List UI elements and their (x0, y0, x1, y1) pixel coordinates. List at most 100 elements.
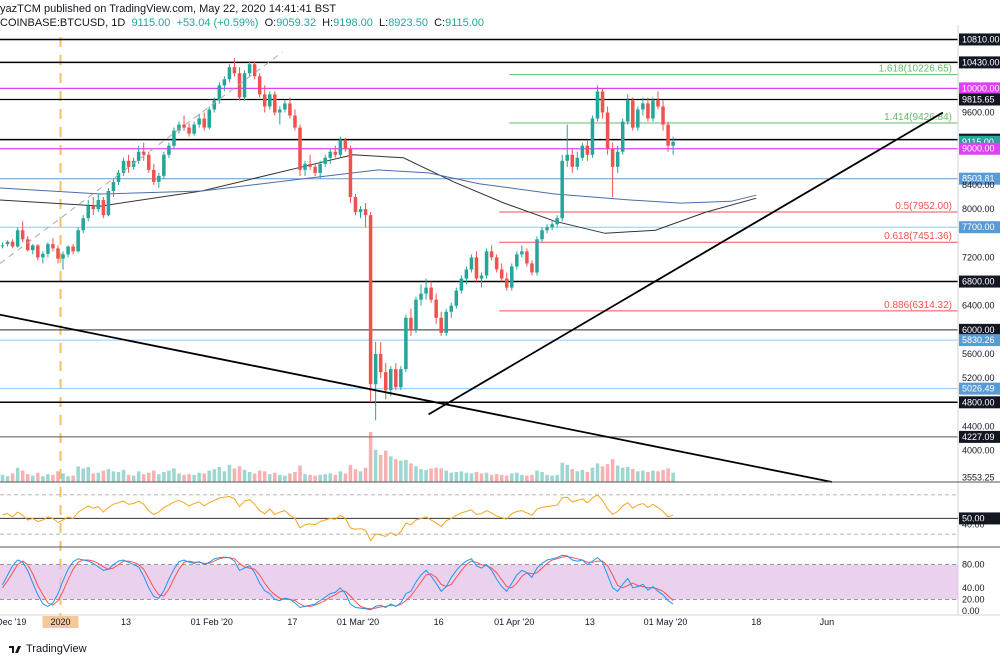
volume-bar (388, 456, 393, 482)
volume-bar (86, 467, 91, 482)
stoch-axis-label: 40.00 (962, 583, 985, 593)
price-tag: 10430.00 (962, 57, 1000, 67)
candle-body (76, 230, 80, 252)
candle-body (580, 145, 585, 158)
candle-body (146, 154, 151, 170)
candle-body (86, 206, 91, 219)
candle-body (227, 67, 232, 80)
trendline (0, 51, 283, 264)
time-axis-label: 01 Apr '20 (494, 617, 534, 627)
close-value: 9115.00 (445, 17, 485, 29)
candle-body (419, 293, 423, 300)
time-axis-label: 16 (434, 617, 444, 627)
volume-bar (636, 471, 640, 482)
volume-bar (414, 466, 418, 482)
volume-bar (520, 474, 524, 482)
volume-bar (141, 474, 146, 482)
rsi-axis-label: 40.00 (962, 520, 985, 530)
volume-bar (620, 467, 625, 482)
low-value: 8923.50 (388, 17, 428, 29)
volume-bar (585, 472, 590, 482)
candle-body (585, 145, 590, 155)
volume-bar (424, 469, 428, 482)
volume-bar (504, 475, 509, 482)
candle-body (162, 154, 166, 176)
volume-bar (61, 473, 65, 482)
candle-body (81, 218, 85, 231)
volume-bar (288, 473, 292, 482)
candle-body (383, 372, 388, 391)
volume-bar (358, 471, 363, 482)
volume-bar (308, 474, 312, 482)
candle-body (273, 94, 277, 113)
candle-body (620, 121, 625, 152)
price-tag-bg (959, 33, 1000, 46)
candle-body (333, 151, 338, 155)
volume-bar (10, 473, 15, 482)
volume-bar (474, 472, 479, 482)
volume-bar (293, 472, 297, 482)
volume-bar (121, 469, 126, 482)
candle-body (671, 141, 675, 146)
price-tag: 9115.00 (962, 137, 994, 147)
candle-body (348, 148, 353, 198)
candle-body (560, 160, 564, 219)
symbol-label[interactable]: COINBASE:BTCUSD, 1D (0, 17, 126, 29)
low-label: L: (379, 17, 389, 29)
rsi-axis-label: 50.00 (962, 513, 985, 523)
volume-bar (197, 472, 201, 482)
volume-bar (56, 471, 60, 482)
tradingview-brand[interactable]: TradingView (8, 643, 87, 655)
price-tick-label: 8000.00 (962, 204, 995, 214)
candle-body (177, 124, 181, 131)
candle-body (499, 269, 504, 279)
candle-body (212, 100, 217, 110)
candle-body (666, 124, 670, 146)
price-tag-bg (959, 82, 1000, 95)
volume-bar (651, 470, 655, 482)
candle-body (20, 230, 25, 240)
volume-bar (111, 471, 116, 482)
candle-body (66, 246, 70, 255)
volume-bar (283, 475, 287, 482)
volume-bar (212, 469, 217, 482)
candle-body (303, 163, 307, 170)
candle-body (141, 151, 146, 155)
volume-bar (545, 474, 549, 482)
volume-bar (31, 475, 35, 482)
volume-bar (600, 466, 605, 482)
price-tag-bg (959, 396, 1000, 409)
volume-bar (152, 470, 156, 482)
candle-body (575, 157, 580, 167)
volume-bar (605, 464, 610, 482)
candle-body (368, 215, 373, 385)
time-axis-label: 13 (121, 617, 131, 627)
candle-body (61, 254, 65, 259)
candle-body (283, 103, 287, 110)
price-tick-label: 4000.00 (962, 446, 995, 456)
price-chart[interactable]: 1.618(10226.65) 1.414(9426.84) 0.5(7952.00… (0, 25, 1000, 640)
volume-bar (242, 469, 247, 482)
volume-bar (610, 459, 615, 482)
volume-bar (278, 474, 282, 482)
candle-body (424, 287, 428, 294)
high-value: 9198.00 (333, 17, 373, 29)
candle-body (656, 100, 660, 107)
time-axis-label: 01 May '20 (644, 617, 688, 627)
volume-bar (343, 473, 348, 482)
candle-body (106, 190, 111, 216)
stoch-axis-label: 20.00 (962, 594, 985, 604)
price-tag: 10810.00 (962, 34, 1000, 44)
volume-bar (454, 472, 459, 482)
candle-body (308, 163, 312, 167)
volume-bar (182, 474, 186, 482)
candle-body (278, 109, 282, 113)
candle-body (167, 145, 171, 155)
price-tick-label: 9600.00 (962, 108, 995, 118)
volume-bar (555, 474, 559, 482)
candle-body (525, 251, 529, 264)
candle-body (409, 317, 413, 330)
candle-body (353, 197, 358, 213)
volume-bar (222, 471, 227, 482)
candle-body (262, 94, 267, 107)
